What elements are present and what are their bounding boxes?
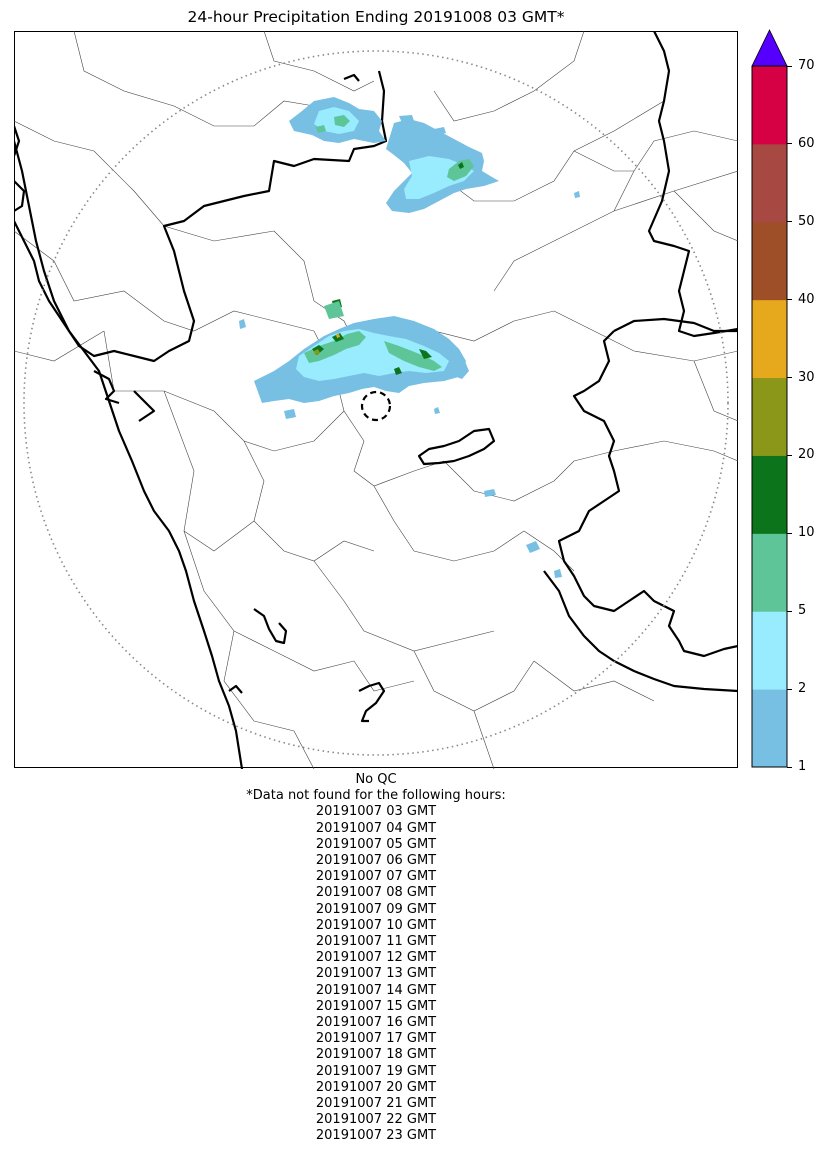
- colorbar-tick: [787, 143, 792, 145]
- missing-hour-item: 20191007 21 GMT: [315, 1096, 437, 1112]
- precipitation-areas: [239, 97, 580, 578]
- missing-hour-item: 20191007 22 GMT: [315, 1112, 437, 1128]
- colorbar-tick-label: 2: [798, 681, 807, 697]
- colorbar-tick: [787, 766, 792, 768]
- colorbar-tick-label: 1: [798, 759, 807, 774]
- missing-hour-item: 20191007 04 GMT: [315, 820, 437, 836]
- missing-data-header: *Data not found for the following hours:: [246, 788, 506, 804]
- missing-hour-item: 20191007 19 GMT: [315, 1063, 437, 1079]
- state-boundaries: [14, 31, 738, 723]
- colorbar-band: [752, 221, 787, 301]
- colorbar: [751, 29, 788, 768]
- notes-block: No QC *Data not found for the following …: [14, 772, 738, 1145]
- colorbar-band: [752, 299, 787, 379]
- map-frame: [14, 31, 738, 768]
- missing-hour-item: 20191007 16 GMT: [315, 1015, 437, 1031]
- qc-status: No QC: [355, 772, 397, 787]
- colorbar-tick-label: 50: [798, 213, 815, 229]
- district-boundaries: [14, 31, 738, 769]
- colorbar-tick-label: 70: [798, 58, 815, 73]
- missing-hour-item: 20191007 06 GMT: [315, 853, 437, 869]
- colorbar-tick: [787, 454, 792, 456]
- radar-coverage-ring: [23, 50, 729, 756]
- missing-hour-item: 20191007 20 GMT: [315, 1079, 437, 1095]
- missing-hour-item: 20191007 03 GMT: [315, 804, 437, 820]
- missing-hour-item: 20191007 10 GMT: [315, 917, 437, 933]
- missing-hour-item: 20191007 17 GMT: [315, 1031, 437, 1047]
- map-title: 24-hour Precipitation Ending 20191008 03…: [187, 8, 565, 26]
- colorbar-band: [752, 143, 787, 223]
- missing-hour-item: 20191007 13 GMT: [315, 966, 437, 982]
- missing-hour-item: 20191007 23 GMT: [315, 1128, 437, 1144]
- precipitation-map: [14, 31, 738, 769]
- colorbar-tick-label: 10: [798, 525, 815, 541]
- missing-hour-item: 20191007 18 GMT: [315, 1047, 437, 1063]
- colorbar-tick: [787, 532, 792, 534]
- colorbar-band: [752, 689, 787, 768]
- colorbar-tick: [787, 299, 792, 301]
- radar-site-marker: [360, 390, 392, 422]
- colorbar-tick-label: 20: [798, 447, 815, 463]
- colorbar-band: [752, 377, 787, 456]
- missing-hour-item: 20191007 07 GMT: [315, 869, 437, 885]
- colorbar-tick-label: 30: [798, 369, 815, 385]
- missing-hour-item: 20191007 11 GMT: [315, 934, 437, 950]
- missing-hour-item: 20191007 09 GMT: [315, 901, 437, 917]
- colorbar-tick: [787, 610, 792, 612]
- colorbar-tick: [787, 65, 792, 67]
- colorbar-tick: [787, 221, 792, 223]
- missing-hour-item: 20191007 12 GMT: [315, 950, 437, 966]
- colorbar-tick-label: 60: [798, 135, 815, 151]
- coastline: [14, 140, 244, 769]
- colorbar-band: [752, 611, 787, 690]
- missing-hour-item: 20191007 08 GMT: [315, 885, 437, 901]
- missing-hour-item: 20191007 15 GMT: [315, 998, 437, 1014]
- missing-hour-item: 20191007 14 GMT: [315, 982, 437, 998]
- colorbar-band: [752, 66, 787, 145]
- colorbar-frame: [751, 65, 788, 768]
- colorbar-tick-label: 5: [798, 603, 807, 619]
- colorbar-tick: [787, 688, 792, 690]
- colorbar-tick: [787, 377, 792, 379]
- colorbar-band: [752, 455, 787, 534]
- missing-hours-list: 20191007 03 GMT 20191007 04 GMT 20191007 0…: [14, 804, 738, 1144]
- colorbar-tick-label: 40: [798, 291, 815, 307]
- missing-hour-item: 20191007 05 GMT: [315, 836, 437, 852]
- colorbar-band: [752, 533, 787, 612]
- colorbar-over-arrow: [751, 29, 788, 67]
